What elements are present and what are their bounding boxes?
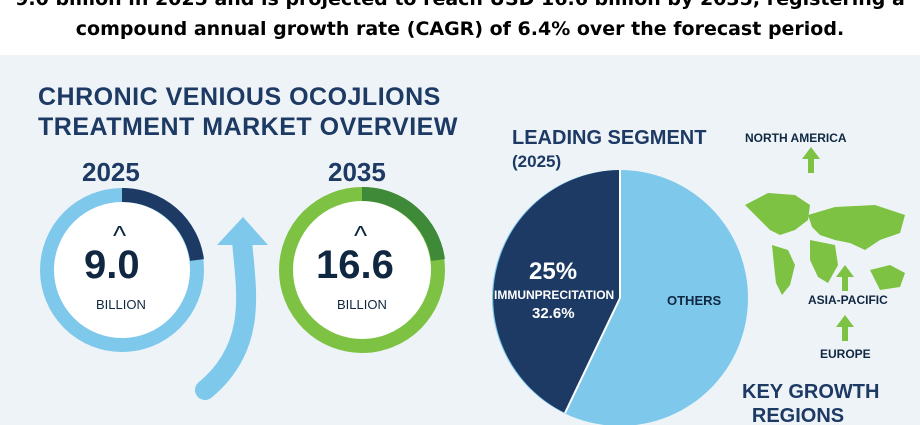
ring-2025	[40, 187, 204, 352]
segment-others: OTHERS	[667, 293, 722, 308]
world-map-icon	[745, 193, 905, 295]
ring-2035	[279, 186, 445, 353]
header-line-1: 9.0 billion in 2025 and is projected to …	[0, 0, 920, 10]
segment-year: (2025)	[512, 152, 562, 171]
infographic-graphics	[40, 147, 905, 425]
key-growth-label-2: REGIONS	[751, 405, 845, 425]
key-growth-label: KEY GROWTH	[742, 381, 880, 403]
growth-arrow-icon	[195, 217, 268, 400]
infographic-title-line-1: CHRONIC VENIOUS OCOJLIONS	[38, 83, 441, 111]
segment-pct: 25%	[529, 258, 578, 285]
region-arrows	[802, 147, 854, 341]
segment-name: IMMUNPRECITATION	[494, 288, 615, 302]
unit-2035: BILLION	[337, 297, 387, 312]
infographic-title-line-2: TREATMENT MARKET OVERVIEW	[38, 113, 458, 141]
segment-pie	[492, 170, 748, 425]
segment-title: LEADING SEGMENT	[512, 127, 707, 149]
header-line-2: compound annual growth rate (CAGR) of 6.…	[75, 18, 845, 40]
caret-icon: ^	[113, 220, 127, 251]
year-2025: 2025	[82, 157, 140, 187]
value-2035: 16.6	[316, 243, 394, 287]
infographic-panel: CHRONIC VENIOUS OCOJLIONS TREATMENT MARK…	[0, 55, 920, 425]
header-text: 9.0 billion in 2025 and is projected to …	[0, 0, 920, 55]
value-2025: 9.0	[84, 243, 140, 287]
caret-icon: ^	[354, 220, 368, 251]
segment-share: 32.6%	[532, 305, 575, 322]
region-asia-pacific: ASIA-PACIFIC	[808, 293, 888, 307]
region-north-america: NORTH AMERICA	[745, 131, 847, 145]
unit-2025: BILLION	[96, 297, 146, 312]
year-2035: 2035	[328, 157, 386, 187]
region-europe: EUROPE	[820, 347, 871, 361]
